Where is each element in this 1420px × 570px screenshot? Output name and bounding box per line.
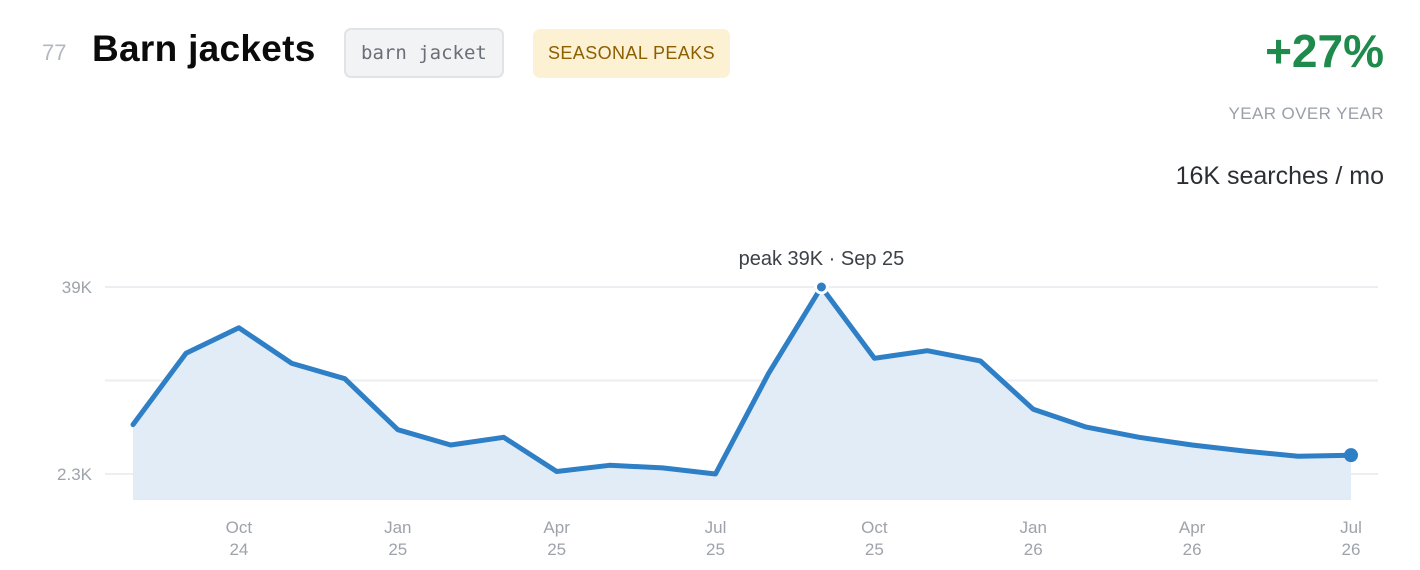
x-tick-year: 25 [388,540,407,559]
data-point [183,350,189,356]
data-point [395,427,401,433]
data-point [924,348,930,354]
area-fill [133,287,1351,500]
x-tick-year: 26 [1183,540,1202,559]
label-layer: 39K 2.3K Oct 24 Jan 25 Apr 25 Jul 25 Oct 25 Jan 26 Apr… [57,248,1362,559]
data-point [977,358,983,364]
x-tick-month: Jul [1340,518,1362,537]
data-point [501,434,507,440]
data-point [765,371,771,377]
page-title: Barn jackets [92,28,316,69]
data-point [660,465,666,471]
data-point [607,462,613,468]
data-point [1189,442,1195,448]
data-point [554,468,560,474]
marker-layer [130,279,1358,477]
x-tick-month: Jan [384,518,411,537]
data-point [130,422,136,428]
x-tick-month: Oct [861,518,888,537]
peak-marker [813,279,829,295]
last-point-marker [1344,448,1358,463]
data-point [289,360,295,366]
data-point [236,325,242,331]
y-tick-label: 39K [62,278,93,297]
x-tick-year: 25 [865,540,884,559]
keyword-chip[interactable]: barn jacket [344,28,504,78]
seasonal-badge: SEASONAL PEAKS [533,29,731,78]
x-tick-year: 26 [1342,540,1361,559]
data-point [1295,453,1301,459]
trend-line [130,284,1354,477]
rank-number: 77 [42,40,67,65]
x-tick-year: 26 [1024,540,1043,559]
data-point [713,471,719,477]
x-tick-year: 24 [229,540,248,559]
x-tick-month: Jan [1020,518,1047,537]
data-point [871,355,877,361]
data-point [448,442,454,448]
peak-label: peak 39K · Sep 25 [739,248,905,270]
yoy-label: YEAR OVER YEAR [1228,104,1384,123]
data-point [342,376,348,382]
x-tick-month: Jul [705,518,727,537]
yoy-value: +27% [1265,25,1384,77]
monthly-searches: 16K searches / mo [1175,162,1384,190]
x-tick-year: 25 [706,540,725,559]
data-point [1083,424,1089,430]
y-tick-label: 2.3K [57,465,93,484]
data-point [1242,448,1248,454]
x-tick-month: Apr [1179,518,1206,537]
data-point [1030,406,1036,412]
x-tick-year: 25 [547,540,566,559]
x-tick-month: Oct [226,518,253,537]
x-tick-month: Apr [543,518,570,537]
data-point [1136,434,1142,440]
